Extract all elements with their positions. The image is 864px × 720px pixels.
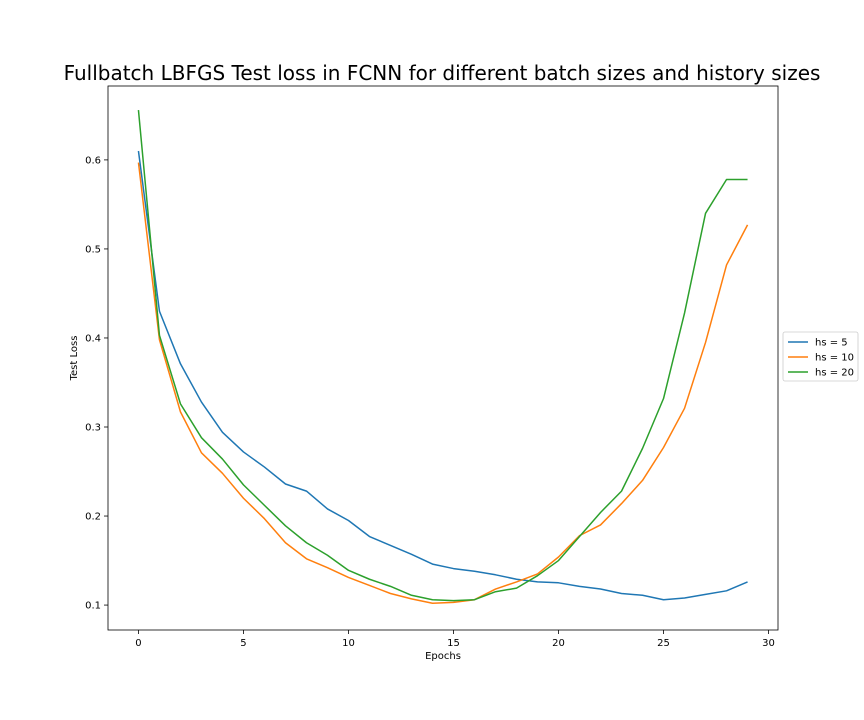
legend: hs = 5 hs = 10 hs = 20 bbox=[782, 331, 859, 382]
x-tick-label: 5 bbox=[240, 638, 246, 649]
x-tick-label: 0 bbox=[135, 638, 141, 649]
y-axis-label: Test Loss bbox=[69, 336, 80, 382]
series-line-3 bbox=[137, 109, 748, 602]
plot-frame bbox=[107, 85, 779, 631]
x-tick-label: 25 bbox=[657, 638, 670, 649]
plot-area bbox=[107, 85, 779, 631]
series-line-2 bbox=[137, 162, 749, 605]
y-tick-label: 0.3 bbox=[85, 423, 101, 434]
x-tick-label: 30 bbox=[762, 638, 775, 649]
y-tick-label: 0.1 bbox=[85, 601, 101, 612]
y-tick-label: 0.2 bbox=[85, 512, 101, 523]
y-tick-label: 0.6 bbox=[85, 155, 101, 166]
chart-title: Fullbatch LBFGS Test loss in FCNN for di… bbox=[64, 61, 821, 85]
series-group bbox=[137, 109, 749, 605]
x-axis-label: Epochs bbox=[425, 651, 461, 662]
x-tick-label: 20 bbox=[552, 638, 565, 649]
legend-frame bbox=[782, 331, 859, 382]
x-axis: 0 5 10 15 20 25 30 bbox=[135, 630, 775, 649]
x-tick-label: 15 bbox=[447, 638, 460, 649]
y-axis: 0.1 0.2 0.3 0.4 0.5 0.6 bbox=[85, 155, 108, 612]
y-tick-label: 0.5 bbox=[85, 244, 101, 255]
legend-label: hs = 10 bbox=[815, 353, 854, 364]
series-line-1 bbox=[137, 150, 748, 601]
legend-label: hs = 5 bbox=[815, 338, 848, 349]
legend-label: hs = 20 bbox=[815, 368, 854, 379]
x-tick-label: 10 bbox=[342, 638, 355, 649]
y-tick-label: 0.4 bbox=[85, 333, 101, 344]
